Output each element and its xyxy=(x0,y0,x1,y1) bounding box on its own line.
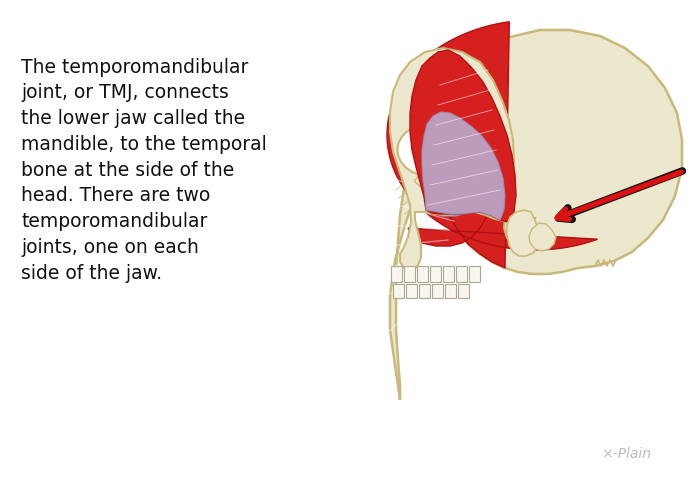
Polygon shape xyxy=(445,284,456,298)
Polygon shape xyxy=(415,172,438,190)
Polygon shape xyxy=(404,266,415,282)
Polygon shape xyxy=(418,100,512,216)
Polygon shape xyxy=(417,266,428,282)
Polygon shape xyxy=(458,284,469,298)
Polygon shape xyxy=(446,104,504,154)
Polygon shape xyxy=(410,50,516,222)
Polygon shape xyxy=(469,266,480,282)
Polygon shape xyxy=(406,284,417,298)
Polygon shape xyxy=(419,284,430,298)
Polygon shape xyxy=(393,284,404,298)
Ellipse shape xyxy=(398,124,463,176)
Polygon shape xyxy=(456,266,467,282)
Polygon shape xyxy=(422,112,505,220)
Polygon shape xyxy=(387,22,598,268)
Text: ×-Plain: ×-Plain xyxy=(601,447,652,461)
Text: The temporomandibular
joint, or TMJ, connects
the lower jaw called the
mandible,: The temporomandibular joint, or TMJ, con… xyxy=(21,58,267,283)
Polygon shape xyxy=(390,48,535,270)
Polygon shape xyxy=(390,30,682,400)
Polygon shape xyxy=(391,266,402,282)
Polygon shape xyxy=(432,284,443,298)
Polygon shape xyxy=(430,266,441,282)
Polygon shape xyxy=(507,210,540,256)
Polygon shape xyxy=(443,266,454,282)
Polygon shape xyxy=(529,223,556,251)
